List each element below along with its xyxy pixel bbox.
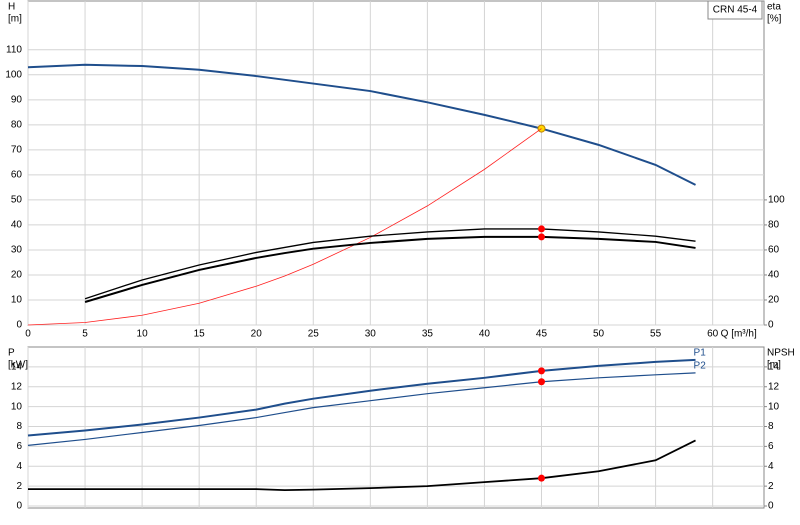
y2-axis-unit: [m] (767, 360, 781, 371)
x-axis-label: Q [m³/h] (721, 329, 757, 340)
y-tick-label: 50 (11, 195, 23, 206)
x-tick-label: 40 (479, 329, 491, 340)
y-tick-label: 0 (16, 501, 22, 512)
y-tick-label: 2 (16, 481, 22, 492)
y-axis-label: P (8, 348, 15, 359)
y-axis-label: H (8, 2, 15, 13)
y2-tick-label: 6 (768, 441, 774, 452)
x-tick-label: 10 (137, 329, 149, 340)
x-tick-label: 0 (25, 329, 31, 340)
y2-tick-label: 40 (768, 270, 780, 281)
y-tick-label: 14 (11, 362, 23, 373)
series-line (27, 372, 696, 446)
y2-tick-label: 14 (768, 362, 780, 373)
y-tick-label: 70 (11, 145, 23, 156)
y-axis-unit: [m] (8, 14, 22, 25)
series-line (27, 358, 696, 437)
y2-axis-label: eta (767, 2, 781, 13)
y-axis-unit: [kW] (8, 360, 28, 371)
x-tick-label: 20 (251, 329, 263, 340)
y2-tick-label: 0 (768, 320, 774, 331)
operating-point (537, 225, 545, 233)
x-tick-label: 60 (707, 329, 719, 340)
x-tick-label: 30 (365, 329, 377, 340)
operating-point (537, 474, 545, 482)
x-tick-label: 25 (308, 329, 320, 340)
y-tick-label: 10 (11, 401, 23, 412)
y-tick-label: 30 (11, 245, 23, 256)
y2-tick-label: 10 (768, 401, 780, 412)
y2-tick-label: 20 (768, 295, 780, 306)
y2-tick-label: 12 (768, 381, 780, 392)
x-tick-label: 5 (82, 329, 88, 340)
plot-area (27, 0, 765, 326)
y-tick-label: 10 (11, 295, 23, 306)
y-tick-label: 40 (11, 220, 23, 231)
operating-point (537, 233, 545, 241)
y2-tick-label: 4 (768, 461, 774, 472)
y-tick-label: 0 (16, 320, 22, 331)
y2-tick-label: 80 (768, 220, 780, 231)
y2-tick-label: 100 (768, 195, 785, 206)
x-tick-label: 45 (536, 329, 548, 340)
y-tick-label: 8 (16, 421, 22, 432)
x-tick-label: 35 (422, 329, 434, 340)
y2-tick-label: 60 (768, 245, 780, 256)
chart-title: CRN 45-4 (713, 5, 758, 16)
series-label: P2 (694, 360, 707, 371)
title-box (707, 0, 763, 20)
operating-point (537, 367, 545, 375)
y2-tick-label: 8 (768, 421, 774, 432)
series-line (84, 235, 696, 303)
series-label: P1 (694, 348, 707, 359)
y-tick-label: 80 (11, 119, 23, 130)
y-tick-label: 100 (5, 69, 22, 80)
series-line (27, 63, 696, 186)
y-tick-label: 12 (11, 381, 23, 392)
y2-tick-label: 0 (768, 501, 774, 512)
y-tick-label: 110 (6, 44, 22, 55)
y2-tick-label: 2 (768, 481, 774, 492)
y-tick-label: 20 (11, 270, 23, 281)
series-line (27, 128, 542, 326)
y-tick-label: 60 (11, 170, 23, 181)
y2-axis-unit: [%] (767, 14, 782, 25)
y-tick-label: 6 (16, 441, 22, 452)
x-tick-label: 50 (593, 329, 605, 340)
x-tick-label: 15 (194, 329, 206, 340)
series-line (28, 439, 696, 492)
series-line (84, 228, 696, 300)
y-tick-label: 90 (11, 94, 23, 105)
x-tick-label: 55 (650, 329, 662, 340)
operating-point (537, 378, 545, 386)
y-tick-label: 4 (16, 461, 22, 472)
y2-axis-label: NPSH (767, 348, 795, 359)
plot-area (27, 346, 765, 509)
